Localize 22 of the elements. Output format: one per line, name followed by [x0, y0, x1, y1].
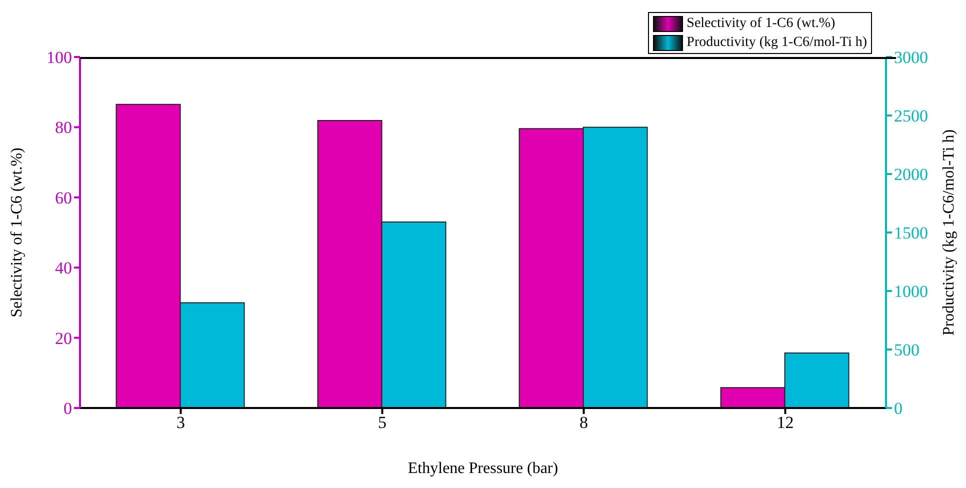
y-tick-label: 100	[46, 48, 72, 68]
y-tick-label: 20	[55, 328, 72, 348]
y-tick-label: 60	[55, 188, 72, 208]
legend-label: Productivity (kg 1-C6/mol-Ti h)	[686, 34, 867, 52]
y2-tick-label: 500	[894, 340, 920, 360]
y2-tick-label: 1500	[894, 224, 928, 243]
x-tick-label: 8	[580, 413, 588, 432]
x-tick-label: 5	[378, 413, 386, 432]
y-axis-title: Selectivity of 1-C6 (wt.%)	[8, 148, 26, 318]
y-tick-label: 0	[64, 399, 72, 418]
x-axis-title: Ethylene Pressure (bar)	[408, 460, 558, 477]
y2-tick-label: 3000	[894, 48, 928, 68]
legend-label: Selectivity of 1-C6 (wt.%)	[686, 15, 836, 33]
y-tick-label: 40	[55, 258, 72, 278]
x-tick-label: 12	[776, 413, 794, 432]
y2-tick-label: 2500	[894, 106, 928, 126]
y2-tick-label: 0	[894, 399, 902, 418]
y2-tick-label: 2000	[894, 165, 928, 184]
y2-tick-label: 1000	[894, 282, 928, 302]
x-tick-label: 3	[176, 413, 185, 432]
y2-axis-title: Productivity (kg 1-C6/mol-Ti h)	[940, 129, 958, 336]
y-tick-label: 80	[55, 118, 72, 138]
